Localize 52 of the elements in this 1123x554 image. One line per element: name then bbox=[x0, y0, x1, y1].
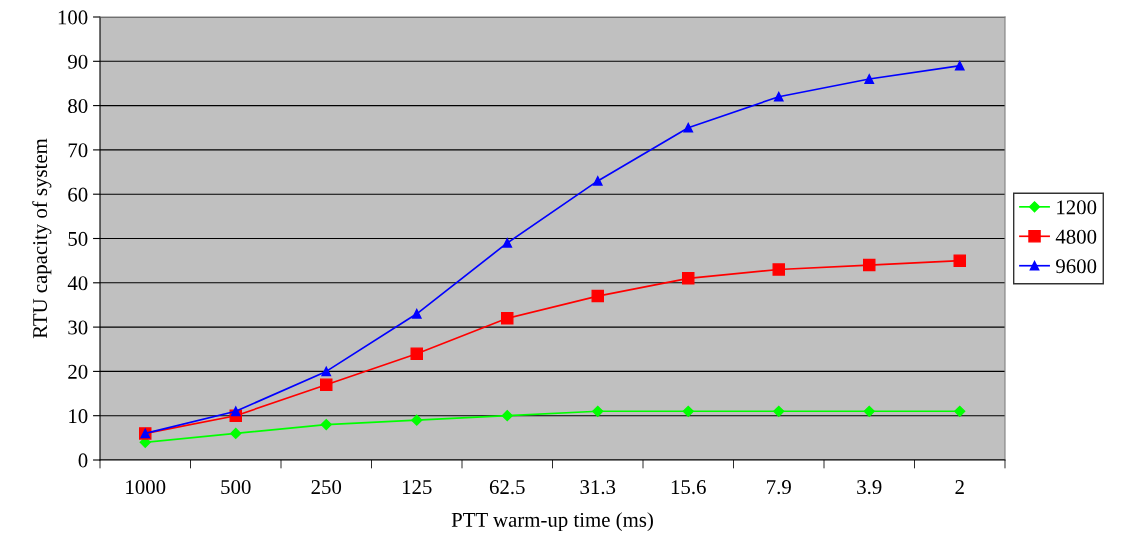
y-tick-label: 30 bbox=[68, 320, 88, 335]
y-tick-label: 100 bbox=[58, 10, 88, 25]
point bbox=[319, 378, 333, 391]
point bbox=[953, 254, 967, 267]
x-tick-label: 62.5 bbox=[489, 480, 525, 495]
point bbox=[320, 418, 332, 431]
point bbox=[501, 410, 513, 422]
point bbox=[954, 60, 965, 71]
point bbox=[862, 258, 876, 272]
y-tick-label: 0 bbox=[78, 453, 88, 468]
point bbox=[592, 176, 603, 186]
x-tick-label: 125 bbox=[402, 480, 432, 495]
point bbox=[591, 289, 605, 303]
x-tick-label: 1000 bbox=[126, 480, 166, 495]
point bbox=[681, 272, 695, 285]
x-tick-label: 2 bbox=[955, 480, 964, 494]
y-tick-label: 50 bbox=[68, 231, 88, 246]
legend-label: 9600 bbox=[1056, 259, 1097, 274]
point bbox=[411, 308, 422, 319]
point bbox=[773, 405, 785, 417]
point bbox=[500, 311, 514, 325]
point bbox=[683, 122, 694, 133]
y-axis-title: RTU capacity of system bbox=[32, 138, 52, 339]
point bbox=[772, 263, 786, 276]
point bbox=[502, 238, 513, 248]
x-tick-label: 500 bbox=[221, 480, 251, 495]
point bbox=[411, 414, 423, 426]
y-tick-label: 70 bbox=[68, 143, 88, 158]
legend-label: 1200 bbox=[1057, 200, 1097, 215]
point bbox=[773, 91, 784, 102]
y-tick-label: 10 bbox=[69, 409, 88, 424]
y-tick-label: 60 bbox=[68, 187, 88, 202]
point bbox=[592, 405, 604, 417]
point bbox=[864, 74, 875, 84]
legend-label: 4800 bbox=[1055, 229, 1097, 244]
x-tick-label: 250 bbox=[311, 480, 342, 495]
point bbox=[230, 406, 241, 417]
point bbox=[230, 427, 242, 440]
x-tick-label: 31.3 bbox=[580, 480, 616, 495]
y-tick-label: 90 bbox=[68, 54, 88, 69]
x-tick-label: 15.6 bbox=[671, 480, 706, 495]
point bbox=[863, 405, 875, 417]
x-axis-title: PTT warm-up time (ms) bbox=[451, 512, 653, 532]
y-tick-label: 40 bbox=[67, 276, 88, 291]
point bbox=[321, 366, 332, 377]
point bbox=[410, 347, 424, 360]
y-tick-label: 80 bbox=[68, 98, 88, 114]
y-tick-label: 20 bbox=[68, 364, 88, 379]
point bbox=[954, 405, 966, 417]
x-tick-label: 3.9 bbox=[857, 480, 882, 495]
point bbox=[682, 405, 694, 417]
x-tick-label: 7.9 bbox=[767, 480, 791, 495]
